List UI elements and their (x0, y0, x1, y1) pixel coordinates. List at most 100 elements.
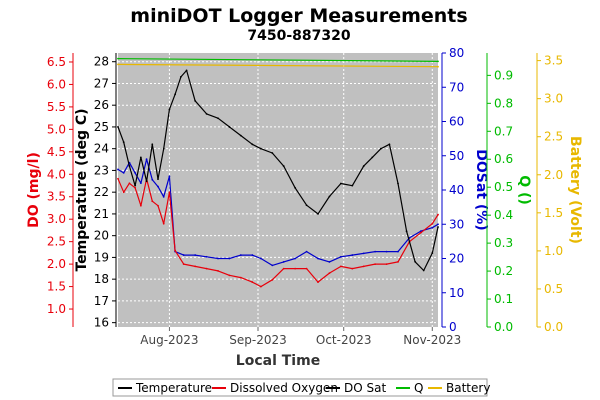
chart-title: miniDOT Logger Measurements (130, 5, 467, 27)
dissolved-oxygen-point (374, 263, 377, 266)
dosat-tick-label: 50 (449, 149, 464, 163)
do-sat-point (351, 254, 354, 256)
temperature-point (431, 252, 434, 254)
do-sat-point (162, 195, 165, 198)
x-tick-label: Aug-2023 (140, 333, 198, 347)
q-line (117, 58, 439, 62)
dissolved-oxygen-point (217, 269, 219, 272)
temperature-point (194, 99, 197, 102)
do-sat-point (259, 257, 262, 260)
temperature-point (128, 165, 131, 167)
dissolved-oxygen-point (431, 222, 434, 225)
do-sat-point (294, 257, 297, 260)
temperature-point (251, 143, 254, 146)
do-sat-point (431, 226, 434, 229)
dosat-tick-label: 20 (449, 252, 464, 266)
q-tick-label: 0.0 (494, 320, 513, 334)
dissolved-oxygen-point (168, 191, 171, 194)
dissolved-oxygen-point (259, 285, 262, 288)
temp-tick-label: 20 (94, 229, 109, 243)
temperature-point (157, 178, 159, 181)
do-sat-point (139, 182, 142, 185)
temperature-point (151, 143, 154, 146)
dissolved-oxygen-point (271, 278, 274, 281)
q-tick-label: 0.6 (494, 152, 513, 166)
temp-tick-label: 28 (94, 55, 109, 69)
temp-axis-label: Temperature (deg C) (74, 108, 90, 271)
temperature-point (139, 156, 142, 159)
do-sat-point (419, 230, 422, 233)
do-sat-point (182, 254, 185, 256)
temperature-point (351, 184, 354, 187)
dissolved-oxygen-point (385, 263, 388, 266)
do-tick-label: 5.0 (47, 122, 66, 136)
temperature-point (117, 126, 119, 128)
legend-box (112, 378, 488, 397)
do-sat-point (437, 223, 439, 226)
dissolved-oxygen-point (317, 281, 319, 283)
battery-tick-label: 0.5 (544, 282, 563, 296)
legend-item-battery: Battery (446, 381, 490, 395)
do-tick-label: 2.5 (47, 235, 66, 249)
do-sat-point (385, 250, 388, 253)
dissolved-oxygen-point (339, 265, 342, 268)
do-sat-point (217, 257, 219, 260)
dissolved-oxygen-point (282, 267, 285, 270)
do-tick-label: 1.0 (47, 302, 66, 316)
temperature-point (388, 143, 391, 146)
do-sat-point (157, 185, 159, 188)
do-sat-point (317, 257, 319, 260)
temperature-point (228, 126, 231, 128)
legend: Temperature Dissolved Oxygen DO Sat Q Batter… (112, 378, 490, 397)
x-tick-label: Oct-2023 (316, 333, 372, 347)
temp-tick-label: 24 (94, 142, 109, 156)
x-tick-label: Nov-2023 (403, 333, 461, 347)
temperature-point (179, 76, 182, 78)
temperature-point (339, 182, 342, 185)
dissolved-oxygen-point (182, 263, 185, 266)
battery-tick-label: 0.0 (544, 320, 563, 334)
dissolved-oxygen-point (139, 204, 142, 207)
legend-item-do-sat: DO Sat (344, 381, 386, 395)
chart-subtitle: 7450-887320 (247, 28, 350, 44)
q-tick-label: 0.8 (494, 96, 513, 110)
do-tick-label: 3.5 (47, 190, 66, 204)
temperature-point (294, 186, 297, 189)
do-sat-point (151, 178, 154, 181)
battery-tick-label: 1.0 (544, 244, 563, 258)
temperature-point (145, 180, 148, 183)
temperature-point (317, 213, 319, 215)
battery-axis-label: Battery (Volt) (567, 136, 583, 244)
q-tick-label: 0.3 (494, 236, 513, 250)
temperature-point (305, 204, 308, 207)
legend-item-dissolved-oxygen: Dissolved Oxygen (230, 381, 338, 395)
do-sat-point (271, 264, 274, 267)
do-sat-point (339, 255, 342, 258)
battery-tick-label: 2.5 (544, 130, 563, 144)
plot-area (118, 53, 438, 327)
temperature-point (239, 134, 242, 137)
legend-item-q: Q (414, 381, 423, 395)
do-tick-label: 4.0 (47, 167, 66, 181)
dissolved-oxygen-point (294, 267, 297, 270)
temperature-point (134, 184, 137, 187)
do-sat-point (117, 168, 119, 171)
do-axis-label: DO (mg/l) (26, 152, 42, 228)
temperature-point (271, 152, 274, 154)
temperature-line (117, 69, 439, 272)
temp-tick-label: 16 (94, 316, 109, 330)
dosat-tick-label: 70 (449, 80, 464, 94)
temperature-point (122, 141, 125, 144)
dosat-tick-label: 0 (449, 320, 457, 334)
q-tick-label: 0.5 (494, 180, 513, 194)
temperature-point (371, 156, 374, 159)
temp-tick-label: 22 (94, 185, 109, 199)
temp-tick-label: 26 (94, 98, 109, 112)
x-axis-label: Local Time (236, 353, 320, 369)
dissolved-oxygen-point (117, 177, 119, 180)
temperature-point (259, 147, 262, 150)
dissolved-oxygen-point (239, 276, 242, 279)
dosat-tick-label: 60 (449, 115, 464, 129)
